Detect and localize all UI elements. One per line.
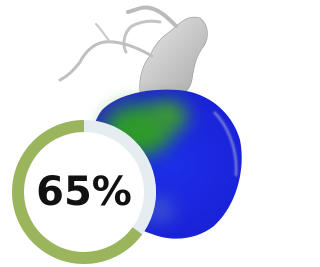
progress-label: 65% <box>36 169 132 215</box>
vessel <box>60 42 152 80</box>
progress-ring: 65% <box>12 120 156 264</box>
aorta <box>140 17 208 96</box>
vessel <box>96 24 110 42</box>
screen: 65% <box>0 0 245 267</box>
green-region <box>148 100 188 132</box>
